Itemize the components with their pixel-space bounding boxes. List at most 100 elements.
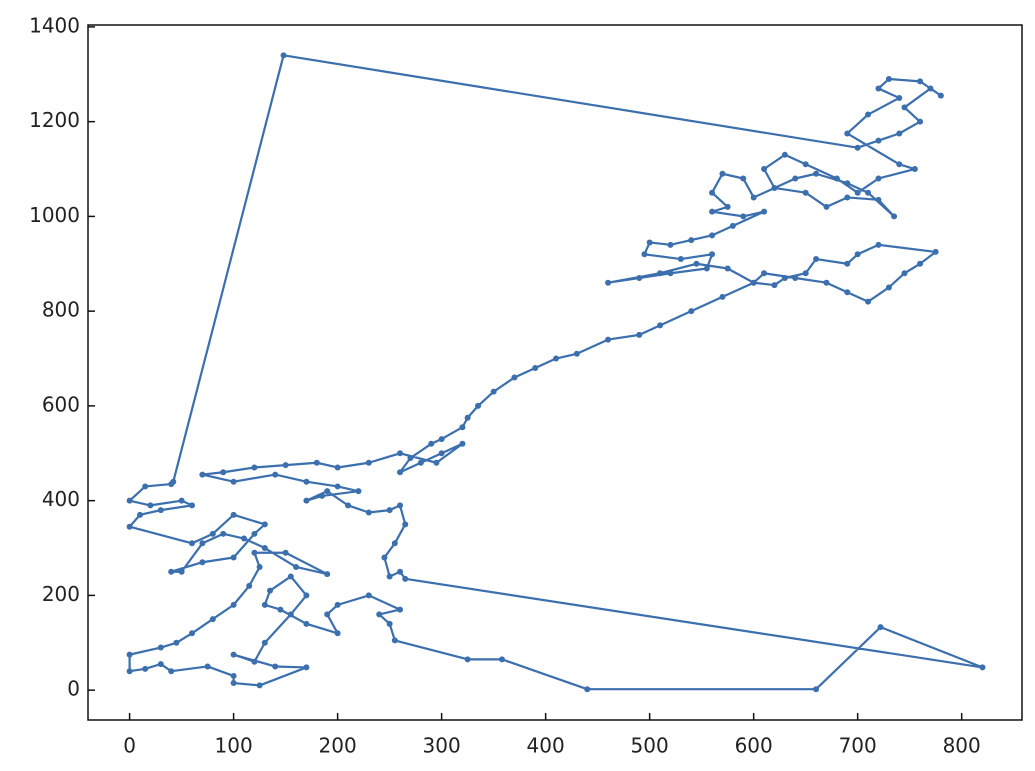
data-point <box>303 664 310 671</box>
data-point <box>553 355 560 362</box>
data-point <box>334 464 341 471</box>
data-point <box>667 241 674 248</box>
data-point <box>844 260 851 267</box>
data-point <box>813 686 820 693</box>
data-point <box>464 656 471 663</box>
data-point <box>230 554 237 561</box>
data-point <box>459 440 466 447</box>
data-point <box>303 497 310 504</box>
data-point <box>319 492 326 499</box>
data-point <box>875 137 882 144</box>
data-point <box>256 682 263 689</box>
data-point <box>750 194 757 201</box>
data-point <box>464 414 471 421</box>
data-point <box>813 170 820 177</box>
data-point <box>178 568 185 575</box>
x-tick-label: 400 <box>527 734 565 758</box>
data-point <box>693 260 700 267</box>
data-point <box>209 616 216 623</box>
data-point <box>641 251 648 258</box>
data-point <box>391 637 398 644</box>
data-point <box>511 374 518 381</box>
data-point <box>334 483 341 490</box>
data-point <box>272 663 279 670</box>
data-point <box>917 118 924 125</box>
x-tick-label: 500 <box>631 734 669 758</box>
data-point <box>896 94 903 101</box>
data-point <box>381 554 388 561</box>
data-point <box>532 364 539 371</box>
data-point <box>261 601 268 608</box>
data-point <box>605 336 612 343</box>
data-point <box>272 471 279 478</box>
y-tick-label: 1400 <box>29 13 80 37</box>
data-point <box>251 549 258 556</box>
data-point <box>875 241 882 248</box>
data-point <box>287 573 294 580</box>
data-point <box>605 279 612 286</box>
data-point <box>719 170 726 177</box>
data-point <box>168 481 175 488</box>
data-point <box>771 184 778 191</box>
data-point <box>173 639 180 646</box>
data-point <box>324 611 331 618</box>
data-point <box>137 511 144 518</box>
data-point <box>142 665 149 672</box>
data-point <box>823 279 830 286</box>
data-point <box>261 521 268 528</box>
data-point <box>287 611 294 618</box>
x-tick-label: 700 <box>839 734 877 758</box>
data-point <box>230 478 237 485</box>
y-tick-label: 200 <box>42 582 80 606</box>
data-point <box>875 175 882 182</box>
data-point <box>896 130 903 137</box>
data-point <box>877 624 884 631</box>
data-point <box>386 620 393 627</box>
data-point <box>475 402 482 409</box>
data-point <box>324 488 331 495</box>
x-tick-label: 800 <box>943 734 981 758</box>
data-point <box>204 663 211 670</box>
data-point <box>157 644 164 651</box>
data-point <box>761 166 768 173</box>
x-tick-label: 200 <box>319 734 357 758</box>
data-point <box>688 308 695 315</box>
x-tick-label: 0 <box>123 734 136 758</box>
data-point <box>709 189 716 196</box>
data-point <box>854 189 861 196</box>
data-point <box>636 274 643 281</box>
data-point <box>729 222 736 229</box>
data-point <box>927 85 934 92</box>
data-point <box>792 175 799 182</box>
data-point <box>199 540 206 547</box>
data-point <box>584 686 591 693</box>
data-point <box>251 464 258 471</box>
data-point <box>282 462 289 469</box>
data-point <box>438 436 445 443</box>
y-tick-label: 400 <box>42 487 80 511</box>
data-point <box>293 563 300 570</box>
data-point <box>833 175 840 182</box>
data-point <box>280 52 287 59</box>
data-point <box>168 568 175 575</box>
data-point <box>802 161 809 168</box>
data-point <box>376 611 383 618</box>
data-point <box>901 270 908 277</box>
data-point <box>334 601 341 608</box>
plot-frame <box>87 24 1023 721</box>
data-point <box>854 144 861 151</box>
y-tick-label: 1000 <box>29 203 80 227</box>
data-point <box>813 256 820 263</box>
data-point <box>979 664 986 671</box>
data-point <box>220 469 227 476</box>
data-point <box>932 248 939 255</box>
data-point <box>397 469 404 476</box>
data-point <box>147 502 154 509</box>
data-point <box>792 274 799 281</box>
data-point <box>688 237 695 244</box>
data-point <box>740 213 747 220</box>
data-point <box>277 606 284 613</box>
data-point <box>303 478 310 485</box>
data-point <box>433 459 440 466</box>
